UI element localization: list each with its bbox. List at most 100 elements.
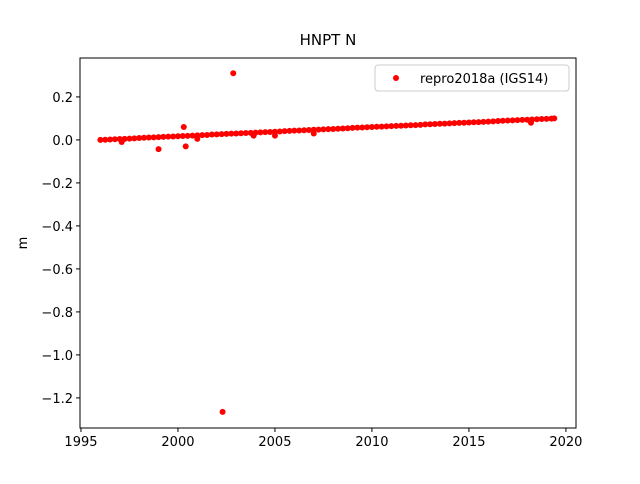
data-point xyxy=(199,132,206,139)
data-point xyxy=(320,126,327,133)
data-point xyxy=(461,119,468,126)
data-point xyxy=(170,133,177,140)
y-tick-label: −0.4 xyxy=(41,220,73,235)
data-point xyxy=(499,117,506,124)
legend-label: repro2018a (IGS14) xyxy=(420,72,548,87)
data-point xyxy=(118,139,125,146)
x-tick-label: 1995 xyxy=(64,435,97,450)
data-point xyxy=(223,130,230,137)
data-point xyxy=(359,124,366,131)
data-point xyxy=(344,125,351,132)
y-tick-label: 0.2 xyxy=(52,91,73,106)
data-point xyxy=(310,130,317,137)
data-point xyxy=(281,128,288,135)
data-point xyxy=(165,133,172,140)
x-tick-label: 2020 xyxy=(549,435,582,450)
data-point xyxy=(407,122,414,129)
x-tick-label: 2005 xyxy=(258,435,291,450)
data-point xyxy=(330,125,337,132)
data-point xyxy=(97,136,104,143)
data-point xyxy=(180,124,187,131)
data-point xyxy=(538,116,545,123)
y-axis-label: m xyxy=(16,237,31,250)
data-point xyxy=(373,123,380,130)
x-tick-label: 2000 xyxy=(161,435,194,450)
data-point xyxy=(267,128,274,135)
data-point xyxy=(485,118,492,125)
x-tick-label: 2015 xyxy=(452,435,485,450)
data-point xyxy=(519,116,526,123)
data-point xyxy=(219,408,226,415)
data-point xyxy=(150,134,157,141)
data-point xyxy=(276,128,283,135)
data-point xyxy=(456,119,463,126)
data-point xyxy=(551,115,558,122)
data-point xyxy=(155,134,162,141)
data-point xyxy=(184,132,191,139)
data-point xyxy=(509,117,516,124)
y-tick-label: −1.2 xyxy=(41,392,73,407)
data-point xyxy=(446,120,453,127)
y-tick-label: −0.2 xyxy=(41,177,73,192)
data-point xyxy=(393,122,400,129)
data-point xyxy=(431,121,438,128)
y-tick-label: −0.6 xyxy=(41,263,73,278)
data-point xyxy=(111,136,118,143)
data-point xyxy=(412,122,419,129)
data-point xyxy=(398,122,405,129)
data-point xyxy=(230,70,237,77)
plot-frame xyxy=(79,57,577,429)
data-point xyxy=(107,136,114,143)
data-point xyxy=(145,134,152,141)
data-point xyxy=(204,131,211,138)
data-point xyxy=(402,122,409,129)
data-point xyxy=(480,118,487,125)
data-point xyxy=(179,133,186,140)
data-point xyxy=(349,124,356,131)
y-tick-label: −1.0 xyxy=(41,349,73,364)
data-point xyxy=(194,135,201,142)
data-point xyxy=(514,117,521,124)
data-point xyxy=(339,125,346,132)
data-point xyxy=(155,146,162,153)
data-point xyxy=(131,135,138,142)
data-point xyxy=(533,116,540,123)
data-point xyxy=(238,130,245,137)
data-point xyxy=(441,120,448,127)
data-point xyxy=(527,119,534,126)
data-point xyxy=(228,130,235,137)
data-point xyxy=(417,121,424,128)
data-point xyxy=(271,132,278,139)
data-point xyxy=(250,132,257,139)
data-point xyxy=(334,125,341,132)
data-point xyxy=(189,132,196,139)
data-point xyxy=(213,131,220,138)
data-point xyxy=(315,126,322,133)
data-point xyxy=(174,133,181,140)
data-point xyxy=(291,127,298,134)
data-point xyxy=(378,123,385,130)
y-tick-label: 0.0 xyxy=(52,134,73,149)
data-point xyxy=(325,126,332,133)
data-point xyxy=(296,127,303,134)
data-point xyxy=(364,124,371,131)
data-point xyxy=(465,119,472,126)
data-point xyxy=(182,143,189,150)
data-point xyxy=(126,135,133,142)
data-point xyxy=(242,130,249,137)
data-point xyxy=(383,123,390,130)
data-point xyxy=(208,131,215,138)
data-point xyxy=(136,134,143,141)
data-point xyxy=(543,115,550,122)
data-point xyxy=(495,117,502,124)
legend-box xyxy=(374,64,570,92)
data-point xyxy=(301,127,308,134)
data-point xyxy=(388,123,395,130)
data-point xyxy=(368,124,375,131)
data-point xyxy=(141,134,148,141)
data-point xyxy=(470,119,477,126)
data-point xyxy=(475,119,482,126)
data-point xyxy=(436,120,443,127)
data-point xyxy=(422,121,429,128)
